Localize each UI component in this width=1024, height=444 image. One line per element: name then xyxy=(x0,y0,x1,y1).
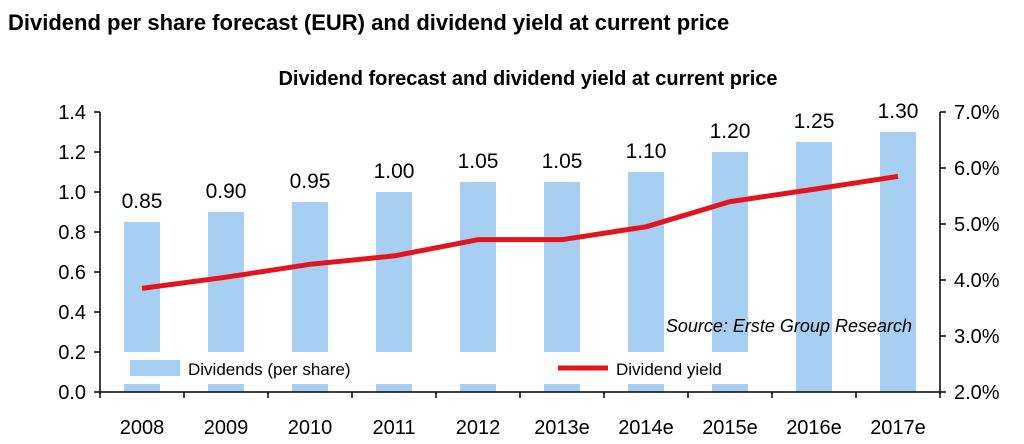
x-tick-label-2016e: 2016e xyxy=(786,417,842,439)
left-tick-label: 1.0 xyxy=(58,182,86,204)
bar-label-2011: 1.00 xyxy=(374,160,415,183)
bar-label-2012: 1.05 xyxy=(458,150,499,173)
right-tick-label: 6.0% xyxy=(954,158,1000,180)
bar-label-2015e: 1.20 xyxy=(710,120,751,143)
x-tick-label-2013e: 2013e xyxy=(534,417,590,439)
right-tick-label: 5.0% xyxy=(954,214,1000,236)
page-title: Dividend per share forecast (EUR) and di… xyxy=(8,10,729,35)
legend-label-dividends: Dividends (per share) xyxy=(188,360,351,379)
bar-label-2017e: 1.30 xyxy=(878,100,919,123)
left-tick-label: 0.0 xyxy=(58,382,86,404)
x-tick-label-2015e: 2015e xyxy=(702,417,758,439)
left-tick-label: 1.2 xyxy=(58,142,86,164)
x-tick-label-2008: 2008 xyxy=(120,417,165,439)
bar-2017e xyxy=(880,132,916,392)
right-tick-label: 3.0% xyxy=(954,326,1000,348)
dividend-yield-line xyxy=(141,173,899,291)
legend-box xyxy=(120,352,750,384)
left-tick-label: 0.8 xyxy=(58,222,86,244)
x-tick-label-2010: 2010 xyxy=(288,417,333,439)
bar-label-2008: 0.85 xyxy=(122,190,163,213)
axes-layer: 0.0 0.2 0.4 0.6 0.8 1.0 1.2 1.4 2.0% 3.0% 4.0% 5.0%… xyxy=(58,102,1000,439)
right-tick-label: 2.0% xyxy=(954,382,1000,404)
x-tick-label-2011: 2011 xyxy=(372,417,415,439)
bar-label-2010: 0.95 xyxy=(290,170,331,193)
bar-2016e xyxy=(796,142,832,392)
bar-label-2009: 0.90 xyxy=(206,180,247,203)
right-tick-label: 4.0% xyxy=(954,270,1000,292)
legend-label-yield: Dividend yield xyxy=(616,360,722,379)
bar-label-2013e: 1.05 xyxy=(542,150,583,173)
x-tick-label-2009: 2009 xyxy=(204,417,249,439)
chart-title: Dividend forecast and dividend yield at … xyxy=(278,68,777,90)
legend: Dividends (per share) Dividend yield xyxy=(120,352,750,384)
left-tick-label: 0.4 xyxy=(58,302,86,324)
left-tick-label: 0.6 xyxy=(58,262,86,284)
source-note: Source: Erste Group Research xyxy=(666,316,912,336)
x-tick-label-2014e: 2014e xyxy=(618,417,674,439)
x-tick-label-2012: 2012 xyxy=(456,417,501,439)
line-layer xyxy=(141,173,899,291)
bar-label-2016e: 1.25 xyxy=(794,110,835,133)
right-tick-label: 7.0% xyxy=(954,102,1000,124)
legend-swatch-dividends xyxy=(130,360,180,376)
bar-label-2014e: 1.10 xyxy=(626,140,667,163)
left-tick-label: 0.2 xyxy=(58,342,86,364)
x-tick-label-2017e: 2017e xyxy=(870,417,926,439)
data-labels-layer: 0.85 0.90 0.95 1.00 1.05 1.05 1.10 1.20 1.25 1.30 xyxy=(122,100,919,213)
left-tick-label: 1.4 xyxy=(58,102,86,124)
